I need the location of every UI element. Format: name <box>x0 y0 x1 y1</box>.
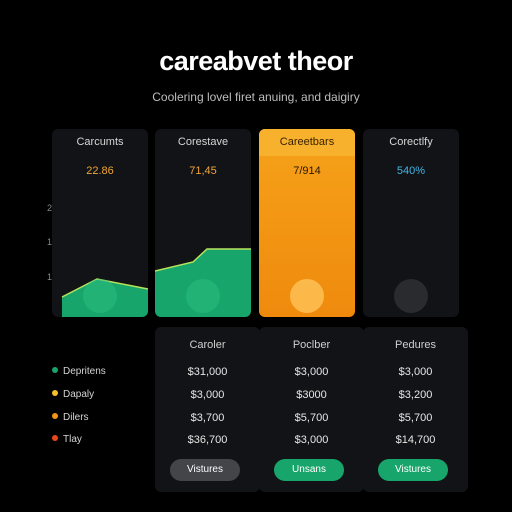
legend-label: Tlay <box>63 434 82 445</box>
card-value: 7/914 <box>293 165 321 177</box>
plan-price: $3000 <box>296 389 327 401</box>
plan-name: Caroler <box>189 339 226 351</box>
plan-card-caroler: Caroler $31,000 $3,000 $3,700 $36,700 Vi… <box>155 327 260 492</box>
plan-button[interactable]: Unsans <box>274 459 344 481</box>
legend-label: Dapaly <box>63 389 95 400</box>
card-value: 22.86 <box>86 165 114 177</box>
slider-knob[interactable] <box>83 279 117 313</box>
plan-price: $3,200 <box>398 389 433 401</box>
metric-card-carcumts[interactable]: Carcumts 22.86 <box>52 129 148 317</box>
legend-label: Dilers <box>63 412 89 423</box>
plan-price: $5,700 <box>294 412 329 424</box>
slider-knob[interactable] <box>186 279 220 313</box>
card-title: Corestave <box>177 136 229 148</box>
legend-dot-icon <box>52 435 58 442</box>
plan-price: $3,700 <box>190 412 225 424</box>
page-title: careabvet theor <box>159 46 353 76</box>
slider-knob[interactable] <box>394 279 428 313</box>
metric-card-corectlfy[interactable]: Corectlfy 540% <box>363 129 459 317</box>
metric-card-corestave[interactable]: Corestave 71,45 <box>155 129 251 317</box>
plan-price: $3,000 <box>294 434 329 446</box>
plan-name: Poclber <box>292 339 331 351</box>
plan-button[interactable]: Vistures <box>170 459 240 481</box>
slider-knob[interactable] <box>290 279 324 313</box>
plan-card-poclber: Poclber $3,000 $3000 $5,700 $3,000 Unsan… <box>259 327 364 492</box>
legend-item: Dilers <box>52 412 89 423</box>
metric-card-careetbars[interactable]: Careetbars 7/914 <box>259 129 355 317</box>
plan-price: $14,700 <box>395 434 436 446</box>
card-title: Corectlfy <box>389 136 433 148</box>
legend-item: Tlay <box>52 434 82 445</box>
plan-price: $31,000 <box>187 366 228 378</box>
legend-dot-icon <box>52 390 58 397</box>
card-value: 71,45 <box>189 165 217 177</box>
legend-dot-icon <box>52 413 58 420</box>
plan-price: $36,700 <box>187 434 228 446</box>
page-subtitle: Coolering lovel firet anuing, and daigir… <box>152 90 360 104</box>
plan-card-pedures: Pedures $3,000 $3,200 $5,700 $14,700 Vis… <box>363 327 468 492</box>
legend-item: Dapaly <box>52 389 94 400</box>
card-title: Careetbars <box>259 129 355 156</box>
plan-button[interactable]: Vistures <box>378 459 448 481</box>
plan-price: $3,000 <box>190 389 225 401</box>
card-value: 540% <box>396 165 426 177</box>
legend-item: Depritens <box>52 366 106 377</box>
card-title: Carcumts <box>76 136 124 148</box>
plan-name: Pedures <box>395 339 436 351</box>
plan-price: $3,000 <box>294 366 329 378</box>
legend-label: Depritens <box>63 366 106 377</box>
plan-price: $5,700 <box>398 412 433 424</box>
legend-dot-icon <box>52 367 58 374</box>
chart-line <box>155 248 251 272</box>
plan-price: $3,000 <box>398 366 433 378</box>
